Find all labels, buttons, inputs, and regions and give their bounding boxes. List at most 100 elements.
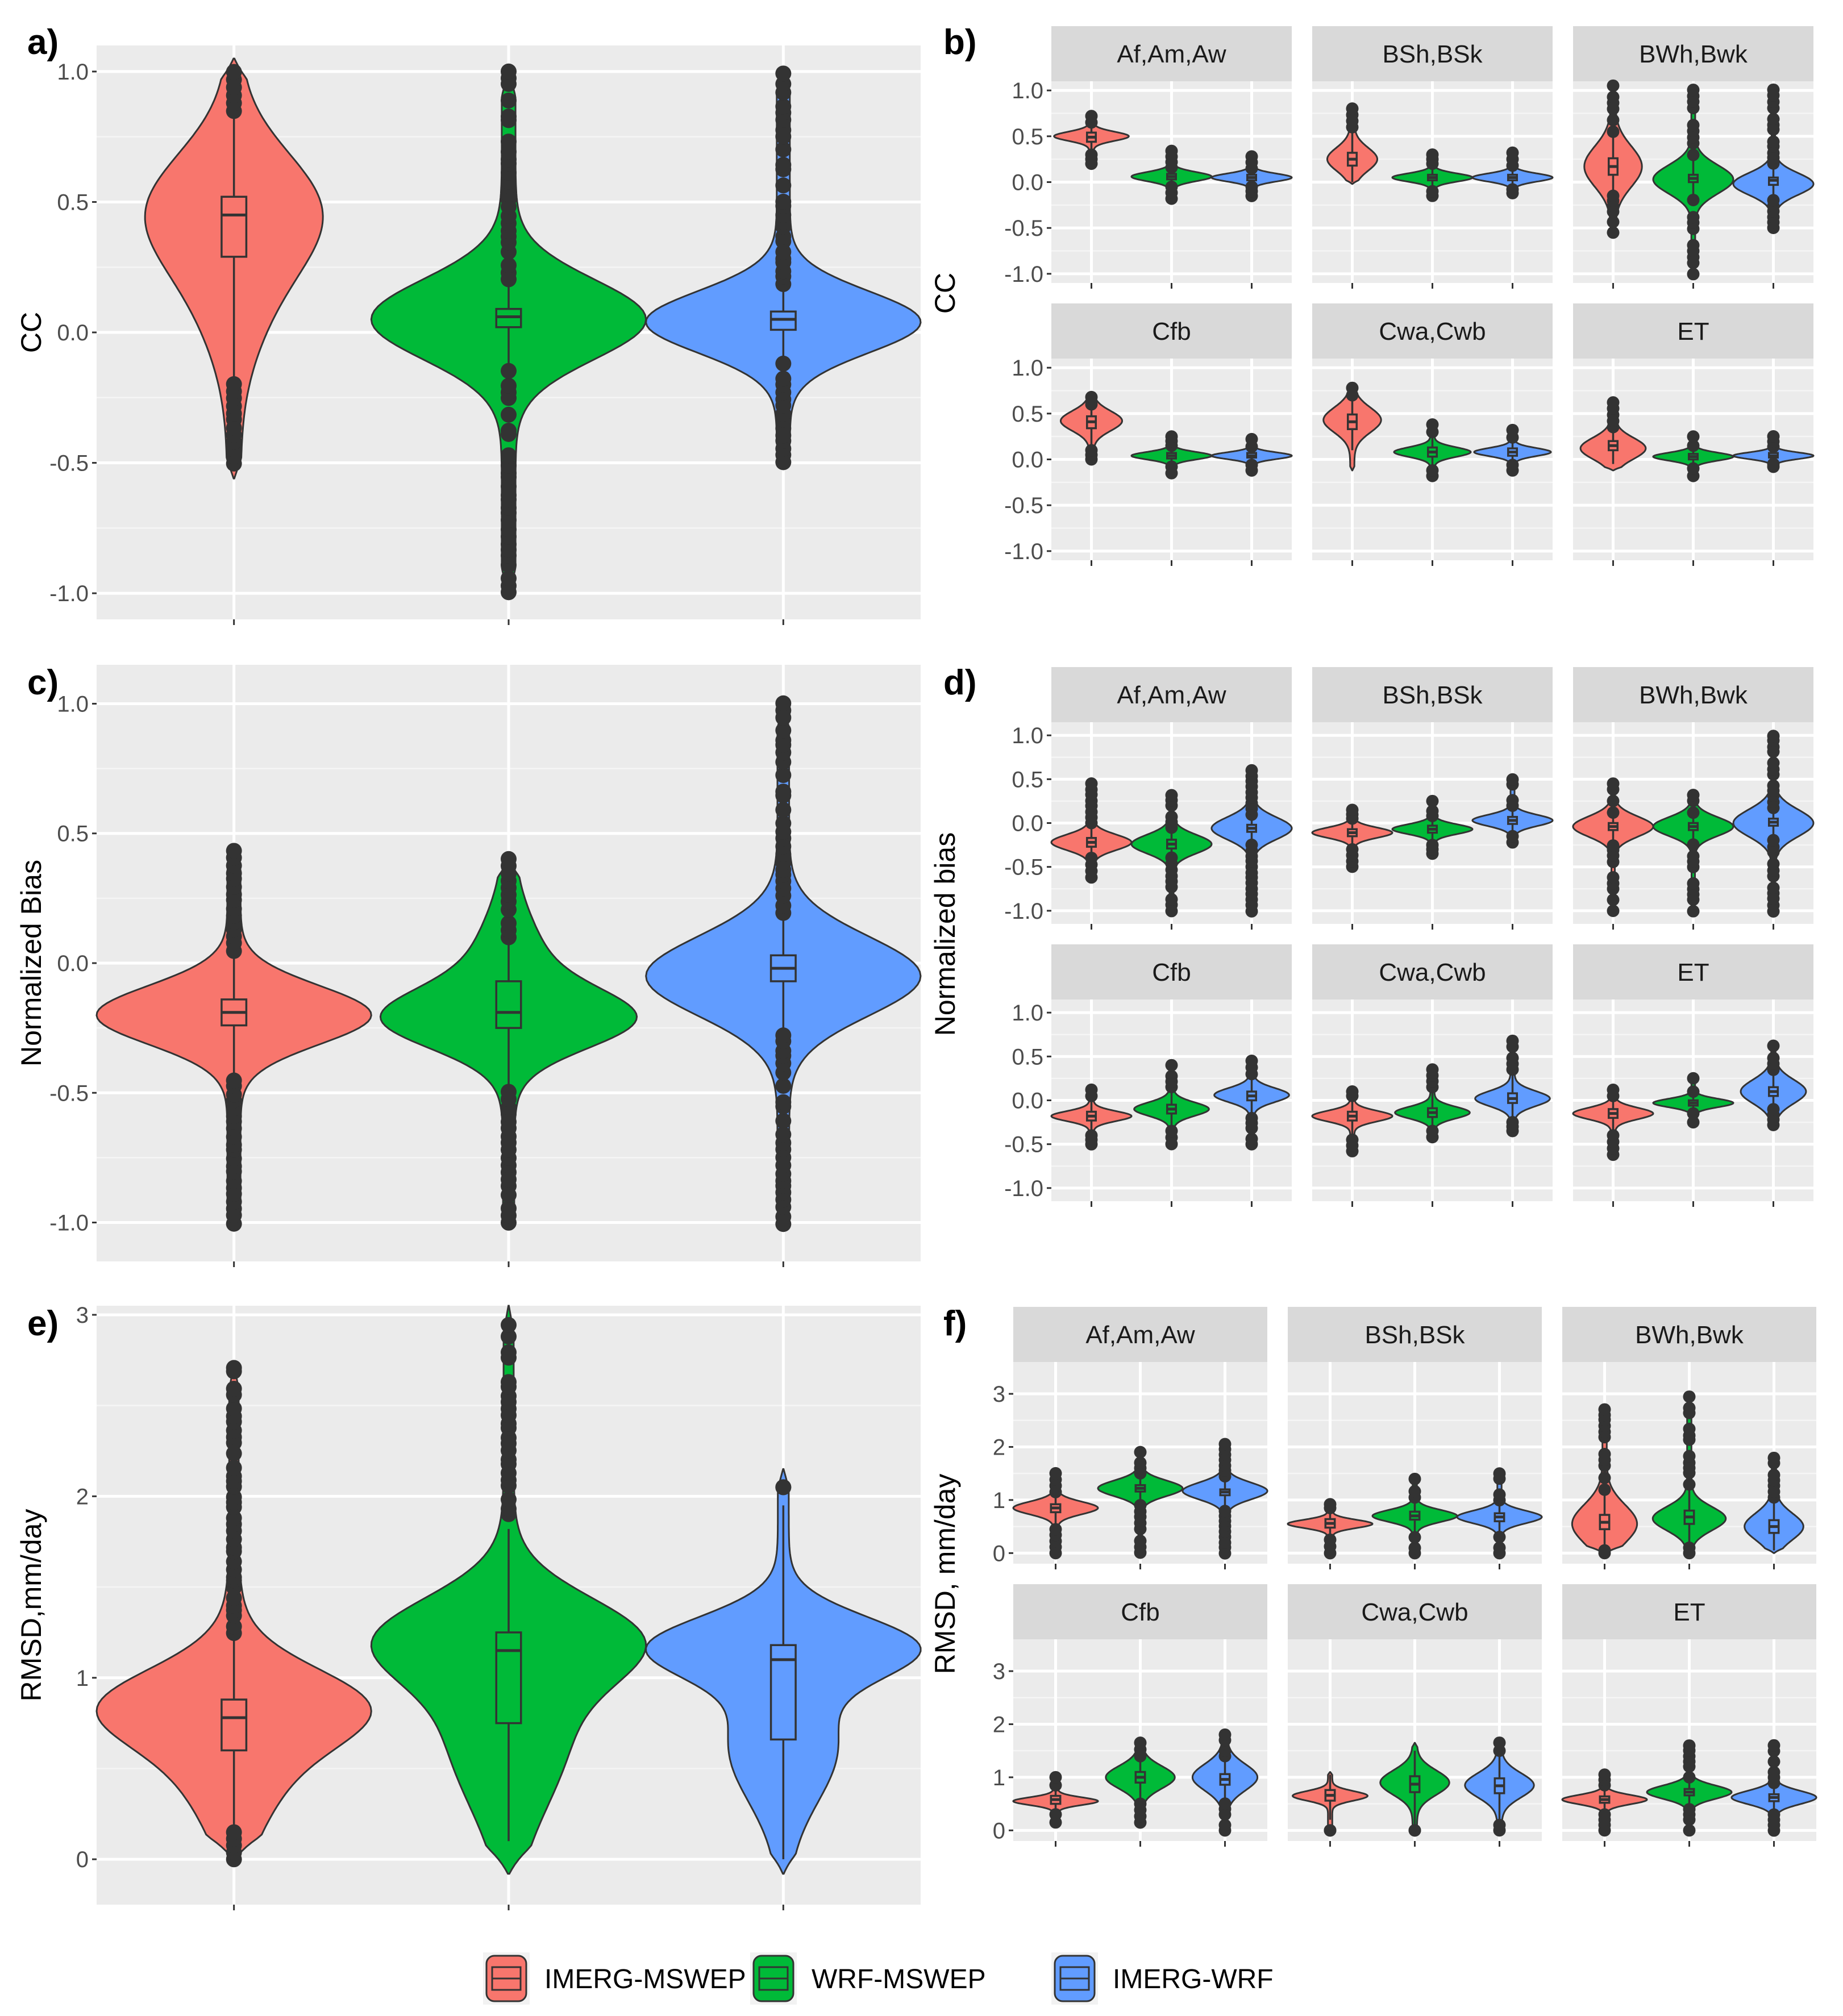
violin-imerg-wrf xyxy=(1732,83,1815,234)
outlier-point xyxy=(1506,459,1519,472)
violin-imerg-wrf xyxy=(1471,773,1554,849)
outlier-point xyxy=(1134,1499,1147,1512)
outlier-point xyxy=(1598,1808,1611,1821)
legend-item-wrf-mswep: WRF-MSWEP xyxy=(750,1952,986,2005)
facet-cwa-cwb: Cwa,Cwb xyxy=(1311,944,1553,1207)
outlier-point xyxy=(1767,1468,1780,1481)
violin-imerg-wrf xyxy=(1210,432,1293,477)
outliers xyxy=(1049,1771,1062,1829)
outlier-point xyxy=(1687,789,1700,802)
outlier-point xyxy=(501,851,517,867)
facet-strip-label: ET xyxy=(1677,959,1709,986)
outliers xyxy=(1493,1467,1506,1560)
outlier-point xyxy=(1767,857,1780,870)
outlier-point xyxy=(1767,1765,1780,1778)
outlier-point xyxy=(1408,1824,1421,1837)
outlier-point xyxy=(1687,439,1700,452)
violin-wrf-mswep xyxy=(1651,1390,1727,1560)
outlier-point xyxy=(226,1072,242,1089)
outliers xyxy=(775,1479,792,1496)
outlier-point xyxy=(1426,185,1439,198)
outlier-point xyxy=(1506,1034,1519,1047)
facet-bsh-bsk: BSh,BSk xyxy=(1311,667,1554,930)
y-tick-label: -1.0 xyxy=(1004,899,1043,924)
facet-strip-label: Af,Am,Aw xyxy=(1117,40,1226,68)
outlier-point xyxy=(1218,1819,1232,1832)
violin-wrf-mswep xyxy=(1379,1742,1450,1837)
outliers xyxy=(1165,789,1178,918)
outlier-point xyxy=(1598,1768,1611,1781)
outlier-point xyxy=(1245,180,1258,193)
outlier-point xyxy=(1506,830,1519,843)
facet-strip xyxy=(1573,667,1813,722)
iqr-box xyxy=(221,195,248,258)
outliers xyxy=(1085,110,1098,170)
outlier-point xyxy=(1767,1755,1780,1768)
outliers xyxy=(775,65,792,470)
outlier-point xyxy=(1598,1483,1611,1496)
outlier-point xyxy=(775,1126,792,1143)
outliers xyxy=(1245,150,1258,202)
y-tick-label: -1.0 xyxy=(1004,262,1043,287)
outliers xyxy=(1767,430,1780,473)
violin-imerg-wrf xyxy=(1473,423,1552,477)
outlier-point xyxy=(1687,1107,1700,1120)
outliers xyxy=(1426,148,1439,202)
outliers xyxy=(1408,1472,1421,1560)
violin-imerg-wrf xyxy=(1181,1438,1268,1560)
outlier-point xyxy=(1767,1451,1780,1464)
y-tick-label: -0.5 xyxy=(1004,855,1043,880)
outlier-point xyxy=(1687,462,1700,475)
violin-imerg-mswep xyxy=(1060,390,1123,466)
y-tick-label: 0.0 xyxy=(1012,448,1043,473)
y-axis-title: Normalized bias xyxy=(929,832,961,1036)
outlier-point xyxy=(1767,834,1780,847)
outliers xyxy=(1683,1390,1696,1560)
outlier-point xyxy=(1245,838,1258,851)
facet-strip-label: Cfb xyxy=(1152,318,1191,345)
outlier-point xyxy=(1165,180,1178,193)
violin-imerg-wrf xyxy=(645,695,922,1232)
violin-shape xyxy=(645,1468,922,1875)
violin-imerg-wrf xyxy=(645,65,922,470)
outlier-point xyxy=(1687,849,1700,863)
outlier-point xyxy=(1687,148,1700,161)
outlier-point xyxy=(775,722,792,739)
iqr-box xyxy=(221,1698,248,1752)
outliers xyxy=(1493,1736,1506,1837)
outlier-point xyxy=(1607,215,1620,228)
outlier-point xyxy=(501,915,517,931)
outliers xyxy=(1767,1739,1780,1837)
violin-imerg-wrf xyxy=(1730,1739,1817,1837)
facet-strip-label: Af,Am,Aw xyxy=(1117,681,1226,709)
facet-bwh-bwk: BWh,Bwk xyxy=(1573,26,1815,289)
outlier-point xyxy=(1134,1456,1147,1469)
outlier-point xyxy=(501,1084,517,1100)
outliers xyxy=(1598,1768,1611,1837)
violin-wrf-mswep xyxy=(1394,1063,1471,1144)
outlier-point xyxy=(1165,460,1178,473)
panel-f: f) Af,Am,Aw 3 2 1 0 BSh,BSk BWh,Bwk Cfb 3 2 1 0 Cwa,C… xyxy=(929,1304,1817,1847)
violin-wrf-mswep xyxy=(1652,789,1734,918)
outliers xyxy=(1134,1736,1147,1829)
outliers xyxy=(1245,432,1258,477)
violin-wrf-mswep xyxy=(370,1305,647,1875)
outliers xyxy=(1426,794,1439,860)
outlier-point xyxy=(775,1113,792,1129)
outliers xyxy=(1607,777,1620,918)
outlier-point xyxy=(1085,1129,1098,1142)
outlier-point xyxy=(1426,839,1439,852)
facet-cfb: Cfb 1.0 0.5 0.0 -0.5 -1.0 xyxy=(1004,944,1292,1207)
outliers xyxy=(775,695,792,1232)
outlier-point xyxy=(1493,1541,1506,1554)
legend-label: WRF-MSWEP xyxy=(812,1964,986,1994)
outlier-point xyxy=(1426,148,1439,161)
facet-bsh-bsk: BSh,BSk xyxy=(1312,26,1554,289)
outliers xyxy=(1408,1824,1421,1837)
panel-a: a)1.0 0.5 0.0 -0.5 -1.0 CC xyxy=(15,23,922,625)
outlier-point xyxy=(1408,1542,1421,1555)
y-tick-label: 0.5 xyxy=(57,190,89,215)
outlier-point xyxy=(1607,125,1620,138)
facet-et: ET xyxy=(1561,1584,1817,1847)
outlier-point xyxy=(1245,459,1258,472)
